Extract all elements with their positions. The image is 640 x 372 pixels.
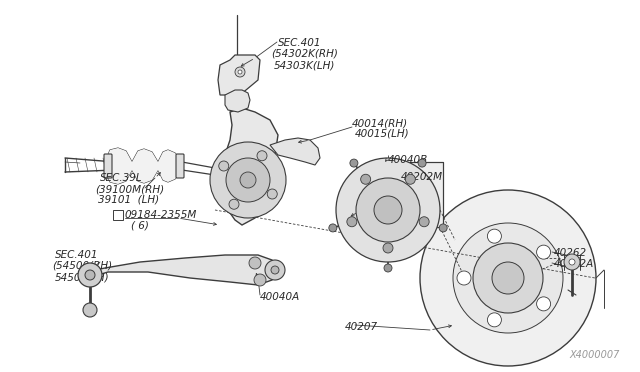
Text: SEC.401: SEC.401 [278,38,321,48]
Circle shape [257,151,267,161]
Circle shape [210,142,286,218]
Circle shape [492,262,524,294]
Text: X4000007: X4000007 [570,350,620,360]
Text: 40040A: 40040A [260,292,300,302]
Circle shape [488,313,501,327]
Circle shape [536,245,550,259]
Circle shape [254,274,266,286]
Text: SEC.39L: SEC.39L [100,173,143,183]
Circle shape [85,270,95,280]
Polygon shape [218,108,278,225]
Circle shape [240,172,256,188]
Circle shape [235,67,245,77]
Circle shape [238,70,242,74]
Polygon shape [225,90,250,112]
Text: 40207: 40207 [345,322,378,332]
Circle shape [405,174,415,184]
Text: 40014(RH): 40014(RH) [352,118,408,128]
FancyBboxPatch shape [395,162,443,227]
Circle shape [439,224,447,232]
Circle shape [350,159,358,167]
Text: 54303K(LH): 54303K(LH) [274,60,335,70]
Circle shape [564,254,580,270]
Text: 40222: 40222 [375,197,408,207]
Circle shape [420,190,596,366]
Circle shape [329,224,337,232]
Circle shape [219,161,228,171]
Circle shape [418,159,426,167]
Circle shape [268,189,277,199]
Text: 40015(LH): 40015(LH) [355,129,410,139]
FancyBboxPatch shape [113,209,122,219]
Circle shape [78,263,102,287]
Circle shape [374,196,402,224]
Circle shape [356,178,420,242]
Text: 40040B: 40040B [388,155,428,165]
Circle shape [569,259,575,265]
Text: ( 6): ( 6) [131,221,149,231]
Circle shape [419,217,429,227]
Text: 40262A: 40262A [554,259,595,269]
Polygon shape [270,138,320,165]
Circle shape [229,199,239,209]
Text: 40202M: 40202M [401,172,443,182]
Text: B: B [115,212,121,221]
Text: 09184-2355M: 09184-2355M [124,210,196,220]
Text: (39100M(RH): (39100M(RH) [95,184,164,194]
Text: 40262: 40262 [554,248,587,258]
Polygon shape [82,255,278,285]
Circle shape [383,243,393,253]
FancyBboxPatch shape [176,154,184,178]
Circle shape [271,266,279,274]
Circle shape [249,257,261,269]
Circle shape [536,297,550,311]
Circle shape [488,229,501,243]
Polygon shape [105,148,182,184]
Text: SEC.401: SEC.401 [55,250,99,260]
Circle shape [265,260,285,280]
Circle shape [336,158,440,262]
Text: 54501(LH): 54501(LH) [55,272,109,282]
Text: (54500(RH): (54500(RH) [52,261,112,271]
Text: (54302K(RH): (54302K(RH) [271,49,338,59]
Circle shape [453,223,563,333]
Circle shape [457,271,471,285]
Polygon shape [218,55,260,95]
Circle shape [361,174,371,184]
Text: 39101  (LH): 39101 (LH) [98,195,159,205]
Circle shape [347,217,357,227]
Circle shape [83,303,97,317]
Circle shape [226,158,270,202]
FancyBboxPatch shape [104,154,112,178]
Circle shape [384,264,392,272]
Circle shape [473,243,543,313]
